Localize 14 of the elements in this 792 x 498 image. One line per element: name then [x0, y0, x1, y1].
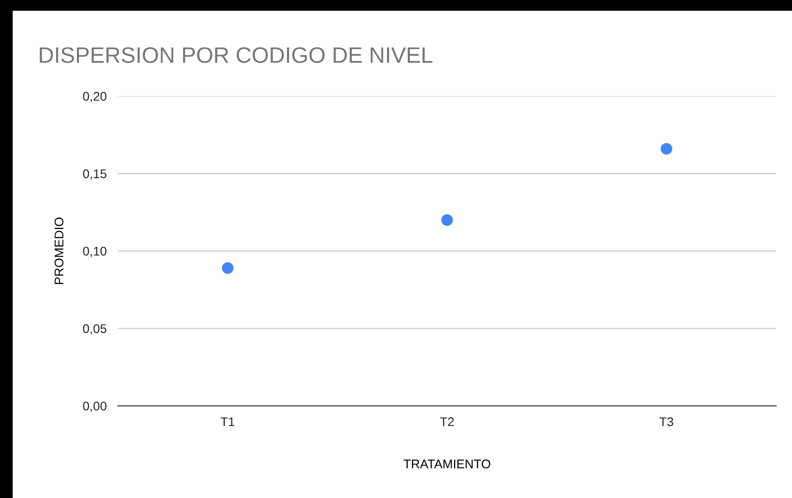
y-tick-label: 0,15	[83, 169, 106, 180]
y-tick-label: 0,00	[83, 402, 106, 412]
chart-title: DISPERSION POR CODIGO DE NIVEL	[40, 47, 432, 63]
y-tick-label: 0,20	[83, 92, 106, 102]
y-axis-title: PROMEDIO	[54, 218, 64, 284]
point	[222, 262, 234, 274]
y-tick-label: 0,05	[83, 324, 106, 335]
x-axis-title: TRATAMIENTO	[404, 460, 490, 468]
point	[660, 142, 672, 155]
x-tick-label: T1	[220, 417, 234, 426]
x-tick-label: T3	[659, 417, 674, 426]
x-tick-label: T2	[440, 417, 454, 426]
point	[441, 214, 453, 226]
y-tick-label: 0,10	[83, 246, 106, 258]
